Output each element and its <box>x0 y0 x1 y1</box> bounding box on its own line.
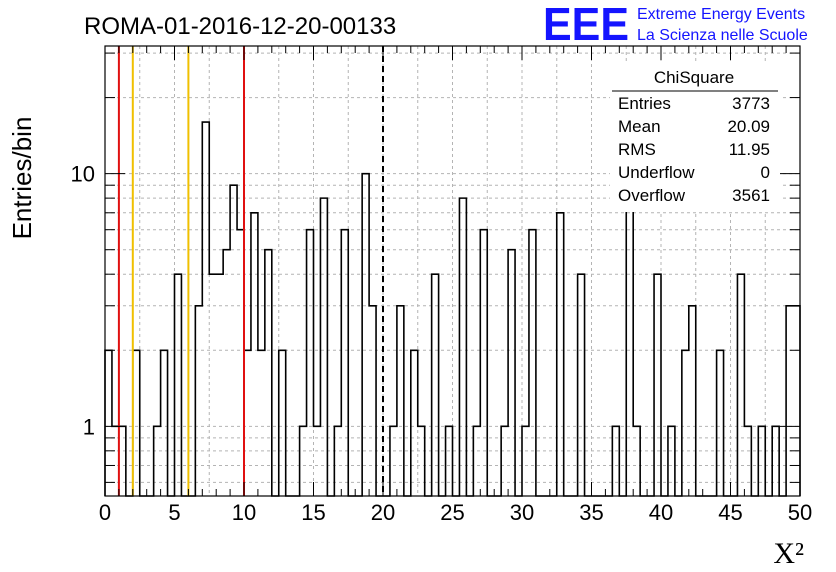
stats-label: Entries <box>618 94 671 113</box>
histogram-bin <box>216 274 223 496</box>
stats-value: 11.95 <box>729 140 770 159</box>
histogram-bin <box>744 426 751 496</box>
stats-box: ChiSquare Entries 3773 Mean 20.09 RMS 11.95 Un… <box>610 62 780 212</box>
histogram-bin <box>105 350 112 496</box>
histogram-bin <box>119 426 126 496</box>
x-tick-label: 30 <box>510 500 534 525</box>
logo-mark: EEE <box>543 0 629 50</box>
histogram-bin <box>230 185 237 496</box>
histogram-bin <box>244 350 251 496</box>
histogram-bin <box>411 350 418 496</box>
histogram-bin <box>320 198 327 496</box>
histogram-bin <box>682 350 689 496</box>
histogram-bin <box>501 426 508 496</box>
histogram-bin <box>195 306 202 496</box>
x-axis-label: X² <box>773 537 804 570</box>
x-tick-label: 35 <box>579 500 603 525</box>
histogram-bin <box>654 274 661 496</box>
histogram-bin <box>786 306 793 496</box>
histogram-bin <box>362 174 369 496</box>
x-tick-label: 40 <box>649 500 673 525</box>
histogram-bin <box>432 274 439 496</box>
stats-value: 3773 <box>732 94 770 113</box>
logo-line2: La Scienza nelle Scuole <box>637 27 808 44</box>
axis-ticks <box>104 46 801 496</box>
histogram-bin <box>446 426 453 496</box>
histogram-bin <box>133 350 140 496</box>
histogram-bin <box>258 350 265 496</box>
histogram-bin <box>689 306 696 496</box>
histogram-bin <box>341 230 348 496</box>
histogram-bin <box>717 350 724 496</box>
histogram-bin <box>508 250 515 496</box>
histogram-bin <box>223 250 230 496</box>
histogram-bin <box>772 426 779 496</box>
logo-line1: Extreme Energy Events <box>637 6 805 23</box>
chart-title: ROMA-01-2016-12-20-00133 <box>84 13 396 40</box>
histogram-bin <box>459 198 466 496</box>
histogram-bin <box>161 350 168 496</box>
histogram-bin <box>390 426 397 496</box>
histogram-bin <box>237 230 244 496</box>
histogram-bin <box>279 350 286 496</box>
histogram-bin <box>265 250 272 496</box>
histogram-bin <box>369 306 376 496</box>
x-tick-label: 50 <box>788 500 812 525</box>
histogram-bin <box>154 426 161 496</box>
stats-label: RMS <box>618 140 656 159</box>
x-tick-label: 0 <box>99 500 111 525</box>
x-tick-label: 5 <box>168 500 180 525</box>
histogram-bin <box>314 426 321 496</box>
histogram-bin <box>334 426 341 496</box>
stats-label: Underflow <box>618 163 695 182</box>
histogram-bin <box>668 426 675 496</box>
y-tick-label: 10 <box>71 162 95 187</box>
stats-label: Overflow <box>618 186 686 205</box>
histogram-bin <box>758 426 765 496</box>
histogram-bin <box>612 426 619 496</box>
x-tick-label: 45 <box>718 500 742 525</box>
histogram-bin <box>397 306 404 496</box>
histogram-bin <box>418 426 425 496</box>
stats-value: 20.09 <box>727 117 770 136</box>
stats-rows: Entries 3773 Mean 20.09 RMS 11.95 Underflow 0 Ov… <box>618 94 770 205</box>
histogram-bin <box>202 122 209 496</box>
histogram-bin <box>300 426 307 496</box>
histogram-bin <box>175 274 182 496</box>
stats-value: 0 <box>761 163 770 182</box>
x-tick-label: 20 <box>371 500 395 525</box>
histogram-bin <box>473 426 480 496</box>
histogram-bin <box>557 213 564 496</box>
x-tick-label: 10 <box>232 500 256 525</box>
y-tick-labels: 1 10 <box>71 162 95 440</box>
x-tick-labels: 0 5 10 15 20 25 30 35 40 45 50 <box>99 500 812 525</box>
histogram-bin <box>578 274 585 496</box>
histogram-bin <box>209 274 216 496</box>
histogram-bin <box>251 213 258 496</box>
histogram-bin <box>793 306 800 496</box>
y-tick-label: 1 <box>83 414 95 439</box>
reference-lines <box>117 46 384 496</box>
stats-box-title: ChiSquare <box>654 68 734 87</box>
histogram-bin <box>633 426 640 496</box>
stats-box-background <box>610 62 780 212</box>
histogram-bin <box>307 230 314 496</box>
eee-logo: EEE Extreme Energy Events La Scienza nel… <box>543 0 808 50</box>
histogram-bin <box>737 274 744 496</box>
histogram-bin <box>529 230 536 496</box>
y-axis-label: Entries/bin <box>7 117 37 240</box>
x-tick-label: 15 <box>301 500 325 525</box>
histogram-bin <box>112 426 119 496</box>
histogram-bin <box>480 230 487 496</box>
stats-value: 3561 <box>732 186 770 205</box>
histogram-bin <box>522 426 529 496</box>
stats-label: Mean <box>618 117 661 136</box>
x-tick-label: 25 <box>440 500 464 525</box>
